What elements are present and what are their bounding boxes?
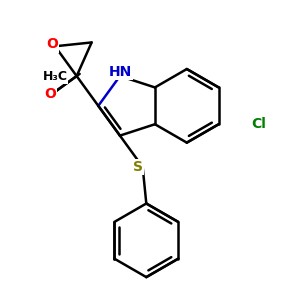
Text: H₃C: H₃C <box>43 70 68 83</box>
Text: O: O <box>46 38 58 51</box>
Text: S: S <box>133 160 143 174</box>
Text: HN: HN <box>108 64 132 79</box>
Text: O: O <box>44 87 56 101</box>
Text: Cl: Cl <box>252 117 267 131</box>
